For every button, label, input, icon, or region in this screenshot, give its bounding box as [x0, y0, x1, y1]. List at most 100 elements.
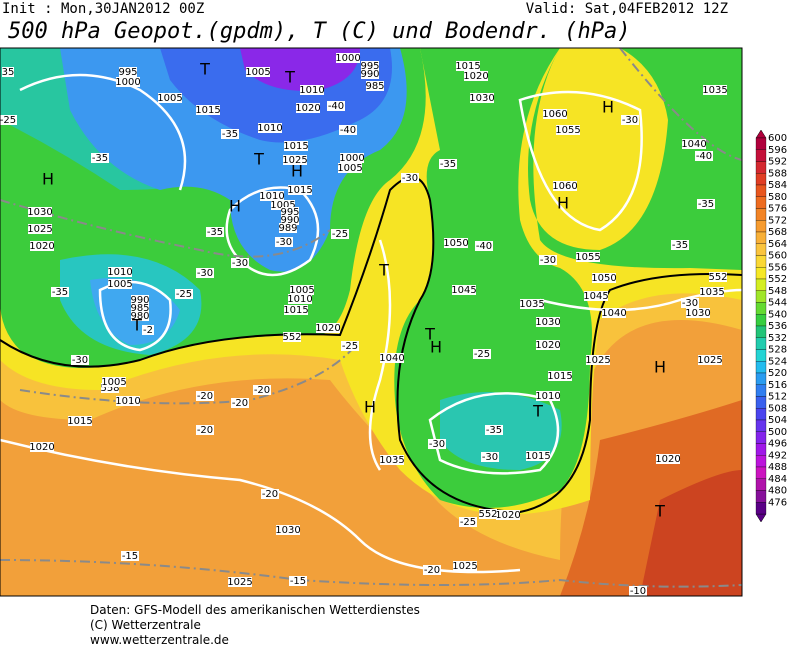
contour-label: 1020: [463, 71, 488, 82]
isobar: [225, 186, 320, 277]
contour-label: 1040: [379, 353, 404, 364]
label-bg: [296, 103, 320, 113]
field: [640, 470, 742, 596]
pressure-center: T: [532, 402, 543, 421]
label-bg: [336, 53, 360, 63]
colorbar-swatch: [755, 466, 767, 479]
contour-label: 1030: [535, 317, 560, 328]
contour-label: -30: [72, 355, 88, 366]
colorbar-swatch: [755, 231, 767, 244]
contour-label: 1025: [282, 155, 307, 166]
colorbar-swatch: [755, 337, 767, 350]
label-bg: [289, 576, 307, 586]
label-bg: [276, 525, 300, 535]
label-bg: [456, 61, 480, 71]
label-bg: [428, 439, 446, 449]
label-bg: [175, 289, 193, 299]
pressure-center: H: [430, 338, 442, 357]
label-bg: [473, 349, 491, 359]
contour-label: 1010: [535, 391, 560, 402]
contour-label: -25: [474, 349, 490, 360]
label-bg: [102, 377, 126, 387]
contour-label: 1000: [115, 77, 140, 88]
colorbar-swatch: [755, 431, 767, 444]
label-bg: [361, 69, 379, 79]
contour-label: 1040: [681, 139, 706, 150]
label-bg: [116, 77, 140, 87]
colorbar-label: 548: [768, 286, 787, 297]
contour-label: 1020: [295, 103, 320, 114]
label-bg: [576, 252, 600, 262]
footer: Daten: GFS-Modell des amerikanischen Wet…: [90, 603, 420, 647]
colorbar-swatch: [755, 349, 767, 362]
label-bg: [366, 81, 384, 91]
contour-label: -35: [486, 425, 502, 436]
pressure-center: H: [42, 170, 54, 189]
label-bg: [231, 258, 249, 268]
label-bg: [258, 123, 282, 133]
label-bg: [602, 308, 626, 318]
contour-label: 990: [280, 215, 299, 226]
isotherm: [19, 339, 361, 405]
colorbar-swatch: [755, 255, 767, 268]
contour-label: 1055: [555, 125, 580, 136]
contour-label: 35: [2, 67, 15, 78]
label-bg: [686, 308, 710, 318]
contour-label: -25: [332, 229, 348, 240]
contour-label: 1010: [115, 396, 140, 407]
contour-label: -30: [622, 115, 638, 126]
colorbar-label: 584: [768, 180, 787, 191]
contour-label: 1015: [67, 416, 92, 427]
contour-label: 552: [478, 509, 497, 520]
label-bg: [281, 215, 299, 225]
label-bg: [261, 489, 279, 499]
label-bg: [283, 332, 301, 342]
colorbar-swatch: [755, 455, 767, 468]
contour-label: 558: [100, 383, 119, 394]
footer-line: (C) Wetterzentrale: [90, 618, 201, 632]
contour-label: 1025: [227, 577, 252, 588]
contour-label: 552: [708, 272, 727, 283]
contour-label: -20: [262, 489, 278, 500]
label-bg: [536, 317, 560, 327]
label-bg: [339, 125, 357, 135]
contour-label: 1060: [552, 181, 577, 192]
colorbar-label: 536: [768, 321, 787, 332]
pressure-center: H: [364, 398, 376, 417]
isobar: [0, 438, 521, 574]
contour-label: 989: [278, 223, 297, 234]
colorbar-label: 492: [768, 450, 787, 461]
contour-label: -20: [424, 565, 440, 576]
label-bg: [338, 163, 362, 173]
contour-label: 1015: [287, 185, 312, 196]
label-bg: [698, 355, 722, 365]
label-bg: [142, 325, 154, 335]
footer-line: www.wetterzentrale.de: [90, 633, 229, 647]
label-bg: [91, 153, 109, 163]
pressure-center: H: [229, 197, 241, 216]
label-bg: [548, 371, 572, 381]
pressure-center: T: [284, 68, 295, 87]
label-bg: [340, 153, 364, 163]
label-bg: [288, 294, 312, 304]
colorbar-label: 552: [768, 274, 787, 285]
contour-label: 995: [280, 207, 299, 218]
label-bg: [283, 155, 307, 165]
contour-label: 1015: [525, 451, 550, 462]
colorbar-label: 596: [768, 145, 787, 156]
contour-label: 1030: [469, 93, 494, 104]
label-bg: [316, 323, 340, 333]
pressure-center: H: [557, 194, 569, 213]
contour-label: -15: [122, 551, 138, 562]
label-bg: [28, 224, 52, 234]
valid-time: Valid: Sat,04FEB2012 12Z: [526, 1, 728, 17]
colorbar-swatch: [755, 196, 767, 209]
contour-label: -20: [232, 398, 248, 409]
colorbar-label: 568: [768, 227, 787, 238]
colorbar-swatch: [755, 396, 767, 409]
contour-label: 995: [118, 67, 137, 78]
label-bg: [260, 191, 284, 201]
contour-label: 1015: [455, 61, 480, 72]
